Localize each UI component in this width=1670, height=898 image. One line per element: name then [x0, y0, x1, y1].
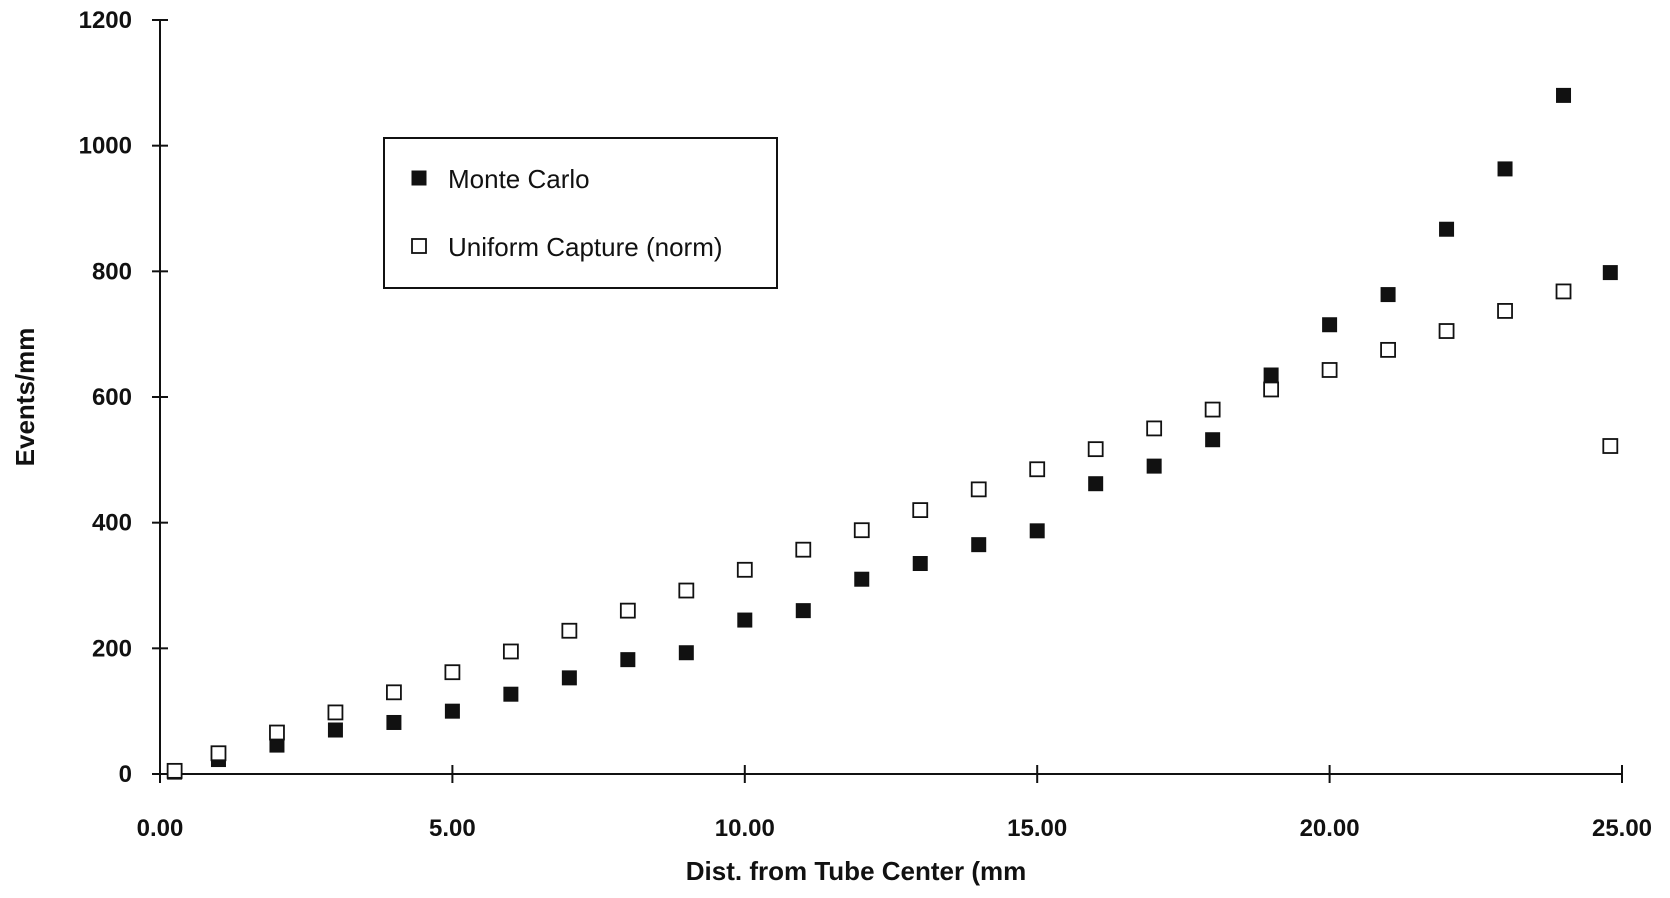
monte-carlo-point	[503, 686, 519, 702]
uniform-capture-point	[502, 643, 519, 660]
x-tick-label: 25.00	[1592, 815, 1652, 842]
monte-carlo-point	[1497, 161, 1513, 177]
monte-carlo-point	[912, 556, 928, 572]
monte-carlo-point	[1029, 523, 1045, 539]
x-tick-label: 10.00	[715, 815, 775, 842]
uniform-capture-point	[1438, 323, 1455, 339]
monte-carlo-point	[1088, 476, 1104, 492]
y-tick-label: 600	[92, 384, 132, 411]
y-tick-label: 1000	[79, 133, 132, 160]
uniform-capture-point	[561, 622, 578, 639]
legend-box	[383, 137, 778, 289]
monte-carlo-point	[386, 714, 402, 730]
x-axis-title: Dist. from Tube Center (mm	[686, 856, 1026, 886]
monte-carlo-point	[1439, 221, 1455, 237]
monte-carlo-point	[678, 645, 694, 661]
y-tick-label: 0	[119, 761, 132, 788]
legend-marker	[411, 170, 427, 186]
uniform-capture-point	[1087, 441, 1104, 458]
uniform-capture-point	[1380, 341, 1396, 358]
monte-carlo-point	[1380, 287, 1396, 303]
x-tick-label: 15.00	[1007, 815, 1067, 842]
uniform-capture-point	[1555, 283, 1572, 300]
x-tick-label: 0.00	[137, 815, 184, 842]
y-tick-label: 1200	[79, 7, 132, 34]
monte-carlo-point	[327, 722, 343, 738]
uniform-capture-point	[853, 522, 870, 539]
uniform-capture-point	[386, 684, 402, 701]
monte-carlo-point	[620, 652, 636, 668]
uniform-capture-point	[619, 602, 636, 619]
uniform-capture-point	[327, 704, 344, 721]
axes	[159, 20, 1622, 775]
uniform-capture-point	[736, 561, 753, 578]
monte-carlo-point	[1322, 317, 1338, 333]
legend: Monte Carlo Uniform Capture (norm)	[383, 137, 778, 289]
uniform-capture-point	[912, 502, 929, 519]
monte-carlo-point	[854, 571, 870, 587]
monte-carlo-point	[1146, 458, 1162, 474]
monte-carlo-point	[795, 603, 811, 619]
data-points	[166, 87, 1619, 780]
uniform-capture-point	[1602, 438, 1619, 454]
monte-carlo-point	[561, 670, 577, 686]
y-tick-label: 400	[92, 510, 132, 537]
uniform-capture-point	[1029, 461, 1046, 478]
uniform-capture-point	[269, 724, 285, 741]
uniform-capture-point	[970, 481, 987, 498]
ticks: 0 200 400 600 800 1000 1200 0.00 5.00 10.00 15.00 2…	[79, 7, 1652, 842]
legend-marker	[411, 238, 427, 254]
uniform-capture-point	[1321, 362, 1338, 378]
uniform-capture-point	[1204, 401, 1221, 418]
uniform-capture-point	[166, 762, 183, 779]
y-tick-label: 200	[92, 635, 132, 662]
monte-carlo-point	[444, 703, 460, 719]
monte-carlo-point	[1602, 265, 1618, 281]
y-axis-title: Events/mm	[10, 328, 40, 467]
monte-carlo-point	[971, 537, 987, 553]
legend-label: Monte Carlo	[448, 164, 590, 194]
monte-carlo-point	[1205, 432, 1221, 448]
x-tick-label: 5.00	[429, 815, 476, 842]
uniform-capture-point	[1497, 303, 1513, 319]
uniform-capture-point	[795, 541, 812, 558]
monte-carlo-point	[1263, 367, 1279, 383]
uniform-capture-point	[678, 582, 695, 599]
x-tick-label: 20.00	[1300, 815, 1360, 842]
uniform-capture-point	[1146, 420, 1163, 437]
y-tick-label: 800	[92, 258, 132, 285]
monte-carlo-point	[1556, 87, 1572, 103]
uniform-capture-point	[444, 664, 461, 681]
uniform-capture-point	[1263, 381, 1280, 398]
legend-label: Uniform Capture (norm)	[448, 232, 723, 262]
monte-carlo-point	[737, 612, 753, 628]
uniform-capture-point	[210, 745, 227, 762]
